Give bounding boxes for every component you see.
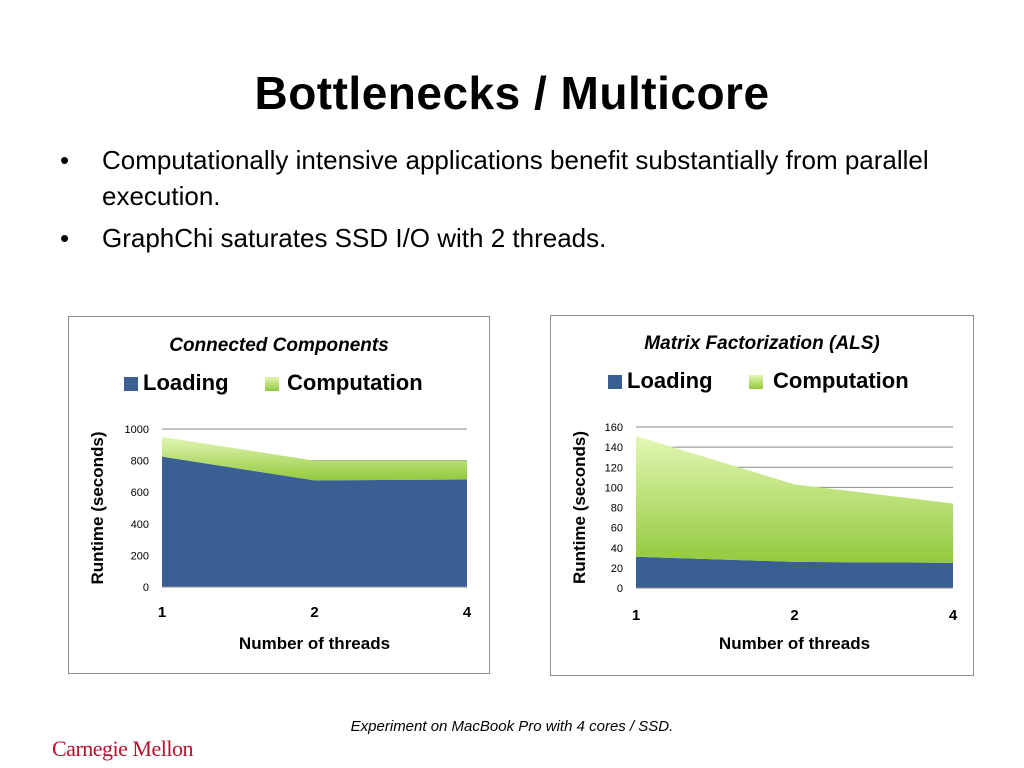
chart-svg: Matrix Factorization (ALS) Loading Computa… bbox=[570, 333, 958, 653]
y-tick-label: 200 bbox=[131, 550, 149, 562]
legend-swatch-computation bbox=[265, 377, 279, 391]
x-axis-label: Number of threads bbox=[239, 634, 390, 653]
legend-label-loading: Loading bbox=[627, 368, 713, 393]
bullet-item: • Computationally intensive applications… bbox=[60, 142, 960, 214]
y-axis-label: Runtime (seconds) bbox=[88, 431, 107, 584]
y-tick-label: 120 bbox=[605, 462, 623, 474]
area-computation bbox=[162, 436, 467, 481]
y-tick-label: 20 bbox=[611, 563, 623, 575]
y-tick-label: 1000 bbox=[125, 424, 149, 436]
chart-title: Connected Components bbox=[169, 335, 389, 356]
x-tick-label: 1 bbox=[632, 607, 640, 624]
y-tick-label: 80 bbox=[611, 503, 623, 515]
bullet-list: • Computationally intensive applications… bbox=[60, 142, 960, 262]
slide-title: Bottlenecks / Multicore bbox=[254, 67, 770, 119]
legend-swatch-computation bbox=[749, 375, 763, 389]
chart-connected-components: Connected Components Loading Computation 0 2… bbox=[68, 316, 490, 674]
chart-matrix-factorization: Matrix Factorization (ALS) Loading Computa… bbox=[550, 315, 974, 676]
experiment-caption: Experiment on MacBook Pro with 4 cores /… bbox=[350, 718, 674, 735]
x-tick-label: 1 bbox=[158, 604, 166, 621]
y-tick-label: 800 bbox=[131, 456, 149, 468]
x-tick-label: 4 bbox=[463, 604, 472, 621]
bullet-text: Computationally intensive applications b… bbox=[102, 145, 929, 211]
x-tick-label: 2 bbox=[790, 607, 798, 624]
y-tick-label: 400 bbox=[131, 519, 149, 531]
bullet-glyph: • bbox=[60, 223, 70, 253]
y-axis-label: Runtime (seconds) bbox=[570, 431, 589, 584]
x-axis-label: Number of threads bbox=[719, 634, 870, 653]
y-tick-label: 0 bbox=[617, 583, 623, 595]
y-tick-label: 0 bbox=[143, 582, 149, 594]
x-tick-label: 4 bbox=[949, 607, 958, 624]
x-tick-label: 2 bbox=[310, 604, 318, 621]
area-loading bbox=[162, 456, 467, 587]
y-tick-label: 160 bbox=[605, 422, 623, 434]
legend-label-loading: Loading bbox=[143, 370, 229, 395]
legend-label-computation: Computation bbox=[287, 370, 423, 395]
y-tick-label: 60 bbox=[611, 523, 623, 535]
y-tick-label: 600 bbox=[131, 487, 149, 499]
chart-svg: Connected Components Loading Computation 0 2… bbox=[88, 335, 472, 653]
y-tick-label: 40 bbox=[611, 543, 623, 555]
cmu-logo: Carnegie Mellon bbox=[52, 736, 193, 761]
area-loading bbox=[636, 556, 953, 588]
y-tick-label: 100 bbox=[605, 482, 623, 494]
bullet-item: • GraphChi saturates SSD I/O with 2 thre… bbox=[60, 220, 960, 256]
legend-label-computation: Computation bbox=[773, 368, 909, 393]
legend-swatch-loading bbox=[124, 377, 138, 391]
y-tick-label: 140 bbox=[605, 442, 623, 454]
area-computation bbox=[636, 436, 953, 563]
chart-title: Matrix Factorization (ALS) bbox=[644, 333, 879, 354]
bullet-text: GraphChi saturates SSD I/O with 2 thread… bbox=[102, 223, 607, 253]
bullet-glyph: • bbox=[60, 145, 70, 175]
legend-swatch-loading bbox=[608, 375, 622, 389]
